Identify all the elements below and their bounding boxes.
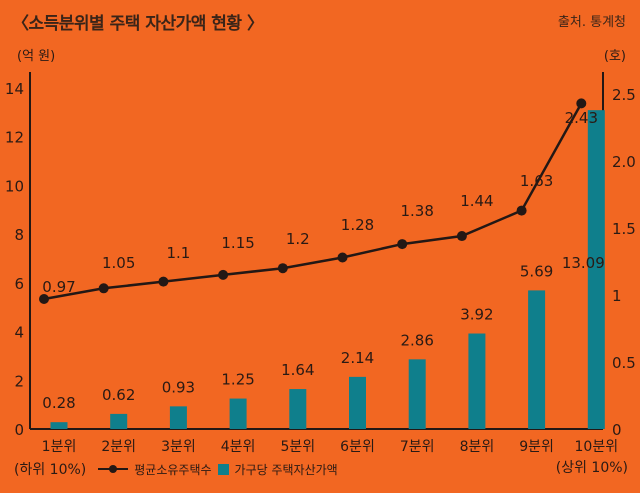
bar-value-label: 2.86 — [400, 331, 433, 349]
line-value-label: 1.38 — [400, 202, 433, 220]
line-point — [456, 231, 467, 242]
line-point — [277, 263, 288, 274]
bar — [408, 359, 426, 429]
legend-bar-icon — [217, 463, 229, 475]
left-tick-label: 2 — [14, 372, 24, 390]
category-label: 3분위 — [161, 439, 196, 455]
bar — [468, 333, 486, 429]
right-axis-unit: (호) — [603, 49, 626, 64]
line-value-label: 1.15 — [221, 234, 254, 252]
bar-value-label: 13.09 — [562, 254, 605, 272]
left-axis-unit: (억 원) — [17, 49, 56, 64]
bar — [229, 398, 247, 429]
category-label: 1분위 — [42, 439, 77, 455]
legend: (하위 10%) 평균소유주택수 가구당 주택자산가액 — [14, 459, 338, 479]
right-tick-label: 1 — [612, 287, 622, 305]
line-value-label: 1.1 — [166, 244, 190, 262]
left-tick-label: 14 — [5, 80, 24, 98]
line-value-label: 1.44 — [460, 192, 493, 210]
category-label: 10분위 — [575, 439, 619, 455]
line-value-label: 1.28 — [341, 216, 374, 234]
bar-value-label: 3.92 — [460, 306, 493, 324]
line-value-label: 1.2 — [286, 230, 310, 248]
line-series — [39, 98, 587, 305]
line-value-label: 1.63 — [520, 172, 553, 190]
category-label: 8분위 — [460, 439, 495, 455]
line-point — [337, 252, 348, 263]
source-label: 출처. 통계청 — [557, 15, 626, 30]
bar — [349, 376, 366, 429]
bar — [169, 406, 187, 429]
bar-value-label: 2.14 — [341, 349, 374, 367]
line-point — [516, 205, 527, 216]
bar-value-label: 0.62 — [102, 386, 135, 404]
bar-value-label: 5.69 — [520, 262, 553, 280]
low-annotation: (하위 10%) — [14, 462, 87, 478]
bar-value-label: 1.64 — [281, 361, 314, 379]
category-label: 7분위 — [400, 439, 435, 455]
line-point — [218, 269, 229, 280]
bar — [110, 413, 128, 429]
line-point — [576, 98, 587, 109]
line-point — [397, 239, 408, 250]
bar-value-label: 1.25 — [221, 371, 254, 389]
right-tick-label: 2.5 — [612, 86, 636, 104]
bar — [50, 422, 68, 429]
line-value-label: 0.97 — [42, 278, 75, 296]
left-tick-label: 12 — [5, 129, 24, 147]
legend-line-label: 평균소유주택수 — [134, 462, 212, 477]
bar-value-label: 0.28 — [42, 394, 75, 412]
axes: 0 2 4 6 8 10 12 14 0 0.5 1 1.5 2.0 2.5 1분위 2분위 3분위 4분위 5분위… — [5, 72, 636, 455]
legend-line-icon — [98, 464, 129, 474]
bar — [587, 110, 605, 429]
right-tick-label: 0.5 — [612, 354, 636, 372]
legend-bar-label: 가구당 주택자산가액 — [234, 462, 338, 477]
line-point — [39, 294, 49, 305]
chart-title: 〈소득분위별 주택 자산가액 현황 〉 — [12, 14, 264, 34]
bar-value-label: 0.93 — [162, 378, 195, 396]
line-point — [98, 283, 109, 294]
line-path — [43, 102, 583, 301]
right-tick-label: 0 — [612, 421, 622, 439]
data-labels: 0.28 0.62 0.93 1.25 1.64 2.14 2.86 3.92 5.69 13.0… — [42, 109, 604, 412]
bar — [528, 290, 546, 429]
category-label: 2분위 — [101, 439, 136, 455]
left-tick-label: 4 — [14, 324, 24, 342]
category-label: 9분위 — [519, 439, 554, 455]
high-annotation: (상위 10%) — [555, 460, 628, 476]
bar — [289, 389, 307, 429]
line-value-label: 2.43 — [565, 109, 598, 127]
right-tick-label: 1.5 — [612, 220, 636, 238]
line-point — [158, 276, 169, 287]
category-label: 5분위 — [280, 439, 315, 455]
left-tick-label: 8 — [14, 226, 24, 244]
category-label: 4분위 — [221, 439, 256, 455]
category-label: 6분위 — [340, 439, 375, 455]
left-tick-label: 10 — [5, 177, 24, 195]
left-tick-label: 0 — [14, 421, 24, 439]
bars — [50, 110, 605, 429]
right-tick-label: 2.0 — [612, 153, 636, 171]
left-tick-label: 6 — [14, 275, 24, 293]
line-value-label: 1.05 — [102, 254, 135, 272]
